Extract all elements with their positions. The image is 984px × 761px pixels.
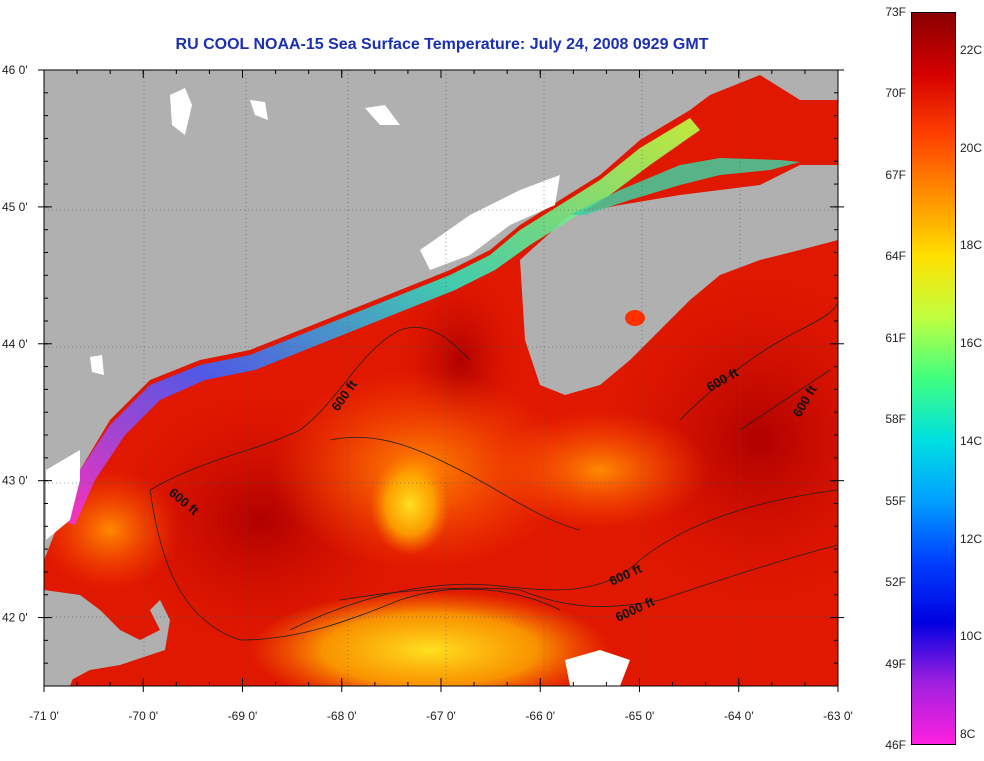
lon-tick-label: -63 0' [823, 709, 853, 723]
colorbar-celsius-label: 16C [960, 336, 983, 351]
cloud-inland-2 [365, 105, 400, 125]
warm-spot-nova-scotia [625, 310, 645, 326]
lon-tick-label: -70 0' [128, 709, 158, 723]
temperature-colorbar [911, 12, 956, 745]
lon-tick-label: -68 0' [327, 709, 357, 723]
lon-tick-label: -64 0' [724, 709, 754, 723]
axis-ticks: -71 0' -70 0' -69 0' -68 0' -67 0' -66 0' -65 … [2, 63, 853, 723]
colorbar-fahrenheit-label: 46F [885, 738, 906, 752]
lon-tick-label: -67 0' [426, 709, 456, 723]
land-mainland [44, 70, 838, 560]
cloud-inland-3 [250, 100, 268, 120]
colorbar-fahrenheit-label: 61F [885, 330, 906, 345]
yellow-patch-center [370, 455, 450, 555]
cold-bay-fundy [570, 158, 800, 215]
cloud-maine-coast [420, 175, 560, 270]
cloud-inland-1 [170, 88, 192, 135]
map-title: RU COOL NOAA-15 Sea Surface Temperature:… [175, 36, 709, 53]
cloud-inland-4 [90, 355, 104, 375]
colorbar-fahrenheit-label: 73F [885, 5, 906, 19]
warm-core-east [600, 270, 838, 610]
colorbar-celsius-label: 10C [960, 629, 983, 644]
lon-tick-label: -69 0' [228, 709, 258, 723]
colorbar-celsius-label: 14C [960, 433, 983, 448]
cloud-georges [565, 650, 630, 686]
cold-coastal-band [60, 118, 700, 525]
colorbar-celsius-label: 12C [960, 531, 983, 546]
orange-patch-east [490, 410, 710, 530]
colorbar-celsius-label: 22C [960, 43, 983, 57]
colorbar-celsius-label: 18C [960, 238, 983, 253]
colorbar-fahrenheit-label: 64F [885, 249, 906, 264]
colorbar-celsius-label: 20C [960, 140, 983, 155]
lon-tick-label: -66 0' [525, 709, 555, 723]
map-area [44, 70, 838, 686]
lat-tick-label: 45 0' [2, 200, 28, 214]
colorbar-celsius-label: 8C [960, 727, 976, 742]
lat-tick-label: 46 0' [2, 63, 28, 77]
bathymetry-contours [149, 299, 838, 641]
lat-tick-label: 42 0' [2, 611, 28, 625]
lat-tick-label: 44 0' [2, 337, 28, 351]
lat-tick-label: 43 0' [2, 474, 28, 488]
colorbar-fahrenheit-label: 55F [885, 493, 906, 508]
colorbar-fahrenheit-label: 58F [885, 412, 906, 427]
colorbar-fahrenheit-label: 67F [885, 167, 906, 182]
lon-tick-label: -65 0' [625, 709, 655, 723]
lon-tick-label: -71 0' [29, 709, 59, 723]
yellow-patch-south [250, 590, 610, 686]
cloud-cape-cod [46, 450, 80, 540]
colorbar-fahrenheit-label: 49F [885, 656, 906, 671]
colorbar-fahrenheit-label: 52F [885, 575, 906, 590]
land-nova-scotia [520, 165, 838, 395]
land-southwest [44, 660, 80, 686]
graticule [44, 70, 838, 686]
colorbar-fahrenheit-label: 70F [885, 86, 906, 101]
